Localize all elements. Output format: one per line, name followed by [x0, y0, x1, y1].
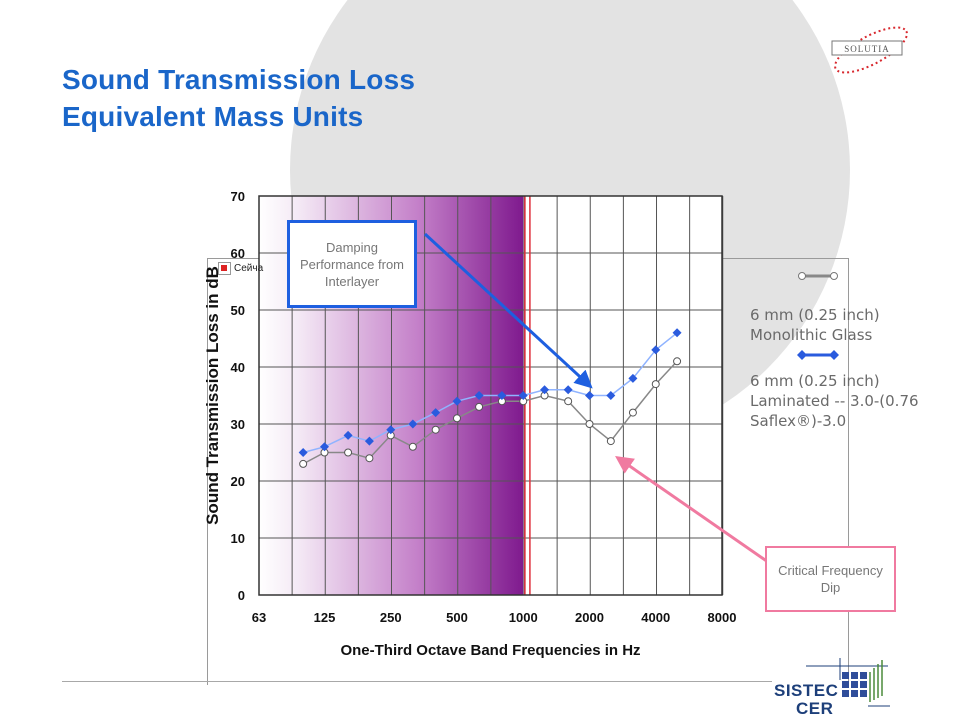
- legend-label-laminated: 6 mm (0.25 inch) Laminated -- 3.0-(0.76 …: [750, 372, 919, 430]
- legend-marker-monolithic: [830, 272, 838, 280]
- point-laminated: [452, 396, 462, 406]
- y-axis-label: Sound Transmission Loss in dB: [203, 266, 222, 525]
- broken-image-caption: Сейча: [234, 263, 264, 274]
- point-monolithic: [344, 448, 353, 457]
- damping-arrow: [423, 232, 593, 389]
- y-tick-label: 0: [238, 588, 245, 603]
- point-monolithic: [606, 437, 615, 446]
- point-laminated: [319, 442, 329, 452]
- point-laminated: [298, 448, 308, 457]
- point-laminated: [606, 391, 616, 400]
- point-laminated: [672, 328, 682, 338]
- x-axis-label: One-Third Octave Band Frequencies in Hz: [340, 642, 640, 659]
- point-laminated: [364, 436, 374, 446]
- point-monolithic: [365, 454, 374, 463]
- point-monolithic: [585, 420, 594, 428]
- footer-divider: [62, 681, 772, 682]
- y-tick-label: 20: [231, 474, 245, 489]
- point-laminated: [474, 391, 484, 400]
- point-laminated: [584, 391, 594, 400]
- plot-border: [258, 195, 723, 596]
- slide-title-line1: Sound Transmission Loss: [62, 64, 416, 95]
- point-monolithic: [475, 402, 484, 411]
- y-tick-label: 50: [231, 303, 245, 318]
- broken-image-icon: [218, 262, 231, 275]
- point-monolithic: [673, 357, 682, 366]
- y-tick-label: 30: [231, 417, 245, 432]
- y-tick-label: 70: [231, 189, 245, 204]
- point-laminated: [386, 425, 396, 435]
- point-monolithic: [431, 425, 440, 434]
- slide-title-line2: Equivalent Mass Units: [62, 101, 364, 132]
- y-tick-label: 40: [231, 360, 245, 375]
- legend-label-monolithic: 6 mm (0.25 inch) Monolithic Glass: [750, 306, 880, 344]
- point-laminated: [497, 391, 507, 400]
- point-monolithic: [299, 459, 308, 468]
- x-tick-label: 1000: [509, 610, 538, 625]
- x-tick-label: 2000: [575, 610, 604, 625]
- x-tick-label: 8000: [708, 610, 737, 625]
- series-markers: [298, 328, 682, 468]
- legend-marker-laminated: [829, 350, 839, 360]
- legend-marker-monolithic: [798, 272, 806, 280]
- point-laminated: [628, 373, 638, 383]
- point-laminated: [651, 345, 661, 355]
- legend-swatches: [797, 272, 839, 360]
- dip-arrow: [615, 455, 769, 564]
- point-laminated: [408, 419, 418, 429]
- sistec-cer-logo: [806, 658, 890, 707]
- point-monolithic: [408, 442, 417, 451]
- x-tick-label: 63: [252, 610, 266, 625]
- x-tick-labels: 63 125 250 500 1000 2000 4000 8000: [252, 610, 737, 625]
- x-tick-label: 125: [314, 610, 336, 625]
- solutia-logo: SOLUTIA: [831, 26, 908, 74]
- y-tick-label: 10: [231, 531, 245, 546]
- x-tick-label: 500: [446, 610, 468, 625]
- point-laminated: [518, 391, 528, 400]
- point-monolithic: [564, 397, 573, 406]
- point-monolithic: [651, 380, 660, 389]
- series-line-laminated: [302, 332, 678, 454]
- point-laminated: [431, 408, 441, 418]
- point-monolithic: [452, 414, 461, 423]
- footer-logo-line2: CER: [796, 699, 834, 718]
- footer-logo-line1: SISTEC: [774, 681, 839, 700]
- critical-frequency-callout: Critical Frequency Dip: [765, 546, 896, 612]
- y-tick-label: 60: [231, 246, 245, 261]
- point-laminated: [563, 385, 573, 395]
- broken-image-placeholder: Сейча: [218, 262, 263, 275]
- point-monolithic: [628, 408, 637, 417]
- legend-marker-laminated: [797, 350, 807, 360]
- y-tick-labels: 0 10 20 30 40 50 60 70: [231, 189, 245, 603]
- solutia-logo-text: SOLUTIA: [844, 44, 890, 54]
- x-tick-label: 250: [380, 610, 402, 625]
- point-laminated: [540, 385, 550, 395]
- point-laminated: [343, 430, 353, 440]
- x-tick-label: 4000: [641, 610, 670, 625]
- damping-callout: Damping Performance from Interlayer: [287, 220, 417, 308]
